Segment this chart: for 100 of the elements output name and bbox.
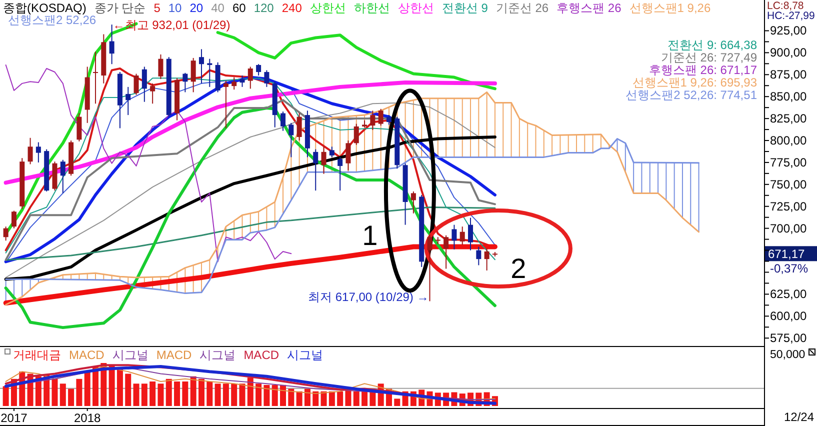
- annotation: 최저 617,00 (10/29) →: [308, 290, 429, 304]
- bar: [345, 390, 352, 406]
- line-series: [4, 80, 497, 185]
- candlestick: [240, 75, 245, 88]
- text: 선행스팬1 9,26: [629, 1, 711, 15]
- text: LC:8,78: [767, 0, 804, 12]
- candlestick: [329, 146, 334, 158]
- bar: [52, 378, 58, 406]
- series-label: 상한선: [310, 1, 346, 15]
- candlestick: [223, 80, 228, 129]
- candlestick: [452, 224, 457, 250]
- bar: [239, 384, 246, 406]
- bar: [2, 386, 9, 406]
- text: 선행스팬2 52,26: [8, 13, 96, 27]
- text: -0,37%: [770, 262, 808, 276]
- text: 12/24: [784, 410, 814, 424]
- candlestick: [207, 58, 212, 88]
- bar: [150, 381, 156, 406]
- bar: [272, 384, 278, 406]
- candlestick: [76, 112, 82, 142]
- bar: [280, 384, 286, 406]
- bar: [108, 365, 115, 406]
- bar: [214, 384, 221, 406]
- bar: [84, 372, 90, 406]
- candlestick: [256, 64, 262, 76]
- annotation: 선행스팬1 9,26: 695,93: [632, 76, 758, 90]
- candlestick: [126, 86, 131, 116]
- bar: [68, 388, 74, 406]
- candlestick: [60, 159, 66, 194]
- bar: [166, 378, 172, 406]
- text: 하한선: [354, 1, 390, 15]
- candlestick: [264, 70, 270, 88]
- y-tick-label: 750,00: [770, 177, 808, 192]
- candlestick: [386, 114, 392, 126]
- text: 10: [168, 1, 182, 15]
- bar: [296, 391, 302, 406]
- y-tick-label: 825,00: [770, 112, 808, 126]
- text: 50,000: [770, 349, 806, 361]
- bar: [158, 384, 164, 406]
- text: MACD: [156, 348, 192, 362]
- bar: [182, 381, 188, 406]
- candlestick: [142, 66, 147, 102]
- x-tick-label: 2018: [74, 411, 102, 425]
- candlestick: [427, 234, 432, 302]
- candlestick: [150, 82, 156, 104]
- candlestick: [378, 108, 384, 126]
- candlestick: [93, 51, 98, 104]
- candlestick: [190, 57, 196, 93]
- line-series: [5, 206, 496, 261]
- y-tick-label: 600,00: [770, 309, 808, 324]
- candlestick: [109, 24, 114, 65]
- bar: [174, 381, 180, 406]
- candlestick: [11, 210, 16, 229]
- candlestick: [444, 234, 449, 270]
- bar: [125, 374, 132, 406]
- bar: [141, 384, 148, 406]
- bar: [320, 391, 327, 406]
- candlestick: [476, 246, 482, 266]
- bar: [264, 384, 270, 406]
- bar: [337, 391, 344, 406]
- bar: [256, 384, 262, 406]
- text: 120: [254, 1, 274, 15]
- candlestick: [484, 248, 490, 271]
- candlestick: [134, 73, 139, 96]
- bar: [231, 384, 238, 406]
- candlestick: [182, 72, 188, 93]
- bar: [312, 391, 319, 406]
- y-tick-label: 875,00: [770, 68, 808, 82]
- y-tick-label: 700,00: [770, 221, 808, 236]
- bar: [304, 388, 310, 406]
- annotation: 선행스팬2 52,26: 774,51: [626, 88, 758, 102]
- bar: [116, 369, 123, 406]
- y-tick-label: 800,00: [770, 134, 808, 148]
- text: 240: [282, 1, 302, 15]
- series-label: MACD: [69, 348, 105, 362]
- y-tick-label: 775,00: [770, 155, 808, 170]
- candlestick: [460, 226, 465, 246]
- text: 전환선 9: [442, 1, 488, 15]
- bar: [76, 378, 82, 406]
- line-series: [4, 135, 496, 281]
- series-label: MACD: [244, 348, 280, 362]
- text: HC:-27,99: [767, 10, 816, 22]
- annotation: 2: [510, 253, 526, 284]
- text: 60: [232, 1, 246, 15]
- y-tick-label: 900,00: [770, 46, 808, 60]
- y-tick-label: 725,00: [770, 199, 808, 214]
- candlestick: [410, 190, 416, 214]
- candlestick: [3, 226, 8, 242]
- bar: [328, 391, 335, 406]
- bar: [198, 378, 204, 406]
- legend-title: 종가 단순: [94, 1, 146, 15]
- candlestick: [198, 48, 204, 84]
- series-label: 시그널: [112, 348, 148, 362]
- bar: [60, 384, 66, 406]
- annotation: 기준선 26: 727,49: [660, 50, 758, 64]
- candlestick: [248, 66, 253, 90]
- bar: [353, 391, 360, 406]
- y-tick-label: 925,00: [770, 24, 808, 38]
- series-label: 거래대금: [13, 348, 61, 362]
- bar: [133, 384, 140, 406]
